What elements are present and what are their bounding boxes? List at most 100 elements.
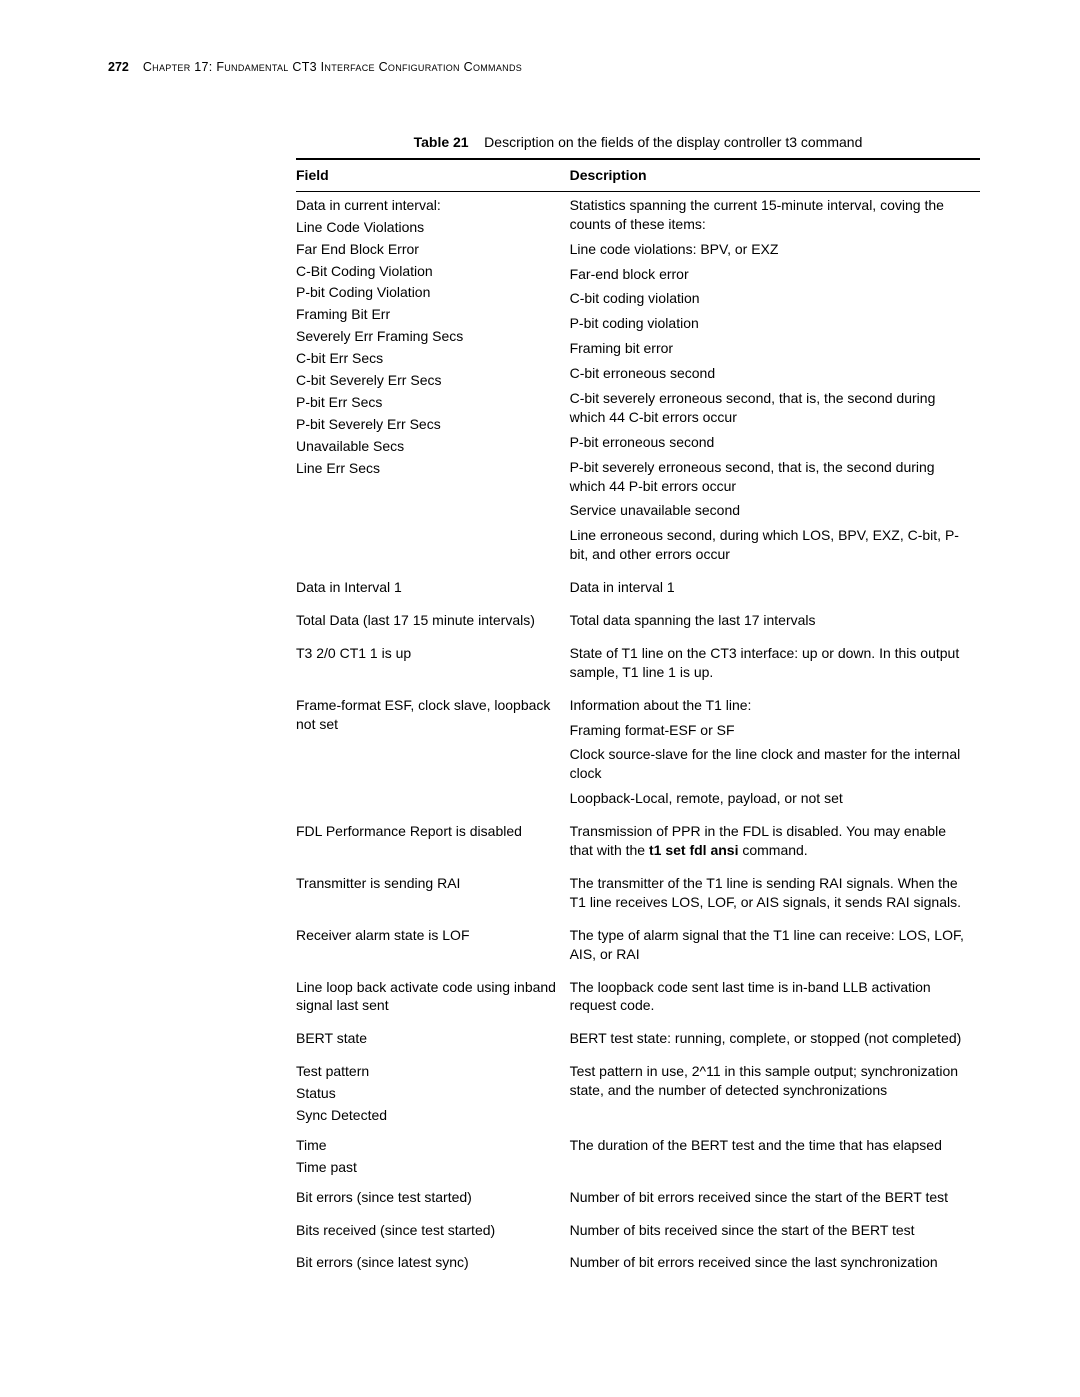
table-row: Data in current interval: Line Code Viola… (296, 191, 980, 574)
description-line: C-bit erroneous second (570, 364, 970, 383)
cell-description: BERT test state: running, complete, or s… (570, 1025, 980, 1058)
description-line: Line erroneous second, during which LOS,… (570, 526, 970, 564)
description-line: State of T1 line on the CT3 interface: u… (570, 644, 970, 682)
cell-field: Data in current interval: Line Code Viola… (296, 191, 570, 574)
cell-description: The loopback code sent last time is in-b… (570, 974, 980, 1026)
description-line: C-bit coding violation (570, 289, 970, 308)
cell-field: Frame-format ESF, clock slave, loopback … (296, 692, 570, 818)
field-line: Far End Block Error (296, 240, 560, 259)
table-row: Bits received (since test started) Number… (296, 1217, 980, 1250)
cell-description: Test pattern in use, 2^11 in this sample… (570, 1058, 980, 1132)
field-line: Frame-format ESF, clock slave, loopback … (296, 696, 560, 734)
cell-field: Receiver alarm state is LOF (296, 922, 570, 974)
description-line: The type of alarm signal that the T1 lin… (570, 926, 970, 964)
description-line: Transmission of PPR in the FDL is disabl… (570, 822, 970, 860)
col-header-description: Description (570, 159, 980, 191)
field-line: C-Bit Coding Violation (296, 262, 560, 281)
cell-field: Bits received (since test started) (296, 1217, 570, 1250)
field-line: Test pattern (296, 1062, 560, 1081)
field-line: C-bit Severely Err Secs (296, 371, 560, 390)
table-row: Bit errors (since latest sync) Number of … (296, 1249, 980, 1282)
field-line: Status (296, 1084, 560, 1103)
description-line: Test pattern in use, 2^11 in this sample… (570, 1062, 970, 1100)
table-header-row: Field Description (296, 159, 980, 191)
cell-field: Total Data (last 17 15 minute intervals) (296, 607, 570, 640)
description-line: Framing format-ESF or SF (570, 721, 970, 740)
field-line: Framing Bit Err (296, 305, 560, 324)
field-line: P-bit Severely Err Secs (296, 415, 560, 434)
cell-description: Total data spanning the last 17 interval… (570, 607, 980, 640)
field-line: Bits received (since test started) (296, 1221, 560, 1240)
field-line: Line Err Secs (296, 459, 560, 478)
description-line: Line code violations: BPV, or EXZ (570, 240, 970, 259)
cell-description: Data in interval 1 (570, 574, 980, 607)
field-line: P-bit Err Secs (296, 393, 560, 412)
field-line: Sync Detected (296, 1106, 560, 1125)
table-container: Table 21 Description on the fields of th… (296, 134, 980, 1282)
table-row: Receiver alarm state is LOF The type of a… (296, 922, 980, 974)
cell-field: FDL Performance Report is disabled (296, 818, 570, 870)
table-row: Line loop back activate code using inban… (296, 974, 980, 1026)
cell-field: Line loop back activate code using inban… (296, 974, 570, 1026)
field-line: Unavailable Secs (296, 437, 560, 456)
field-line: Data in current interval: (296, 196, 560, 215)
page-header: 272 Chapter 17: Fundamental CT3 Interfac… (108, 60, 980, 74)
cell-field: Bit errors (since latest sync) (296, 1249, 570, 1282)
field-line: Time past (296, 1158, 560, 1177)
description-line: Total data spanning the last 17 interval… (570, 611, 970, 630)
field-line: Bit errors (since latest sync) (296, 1253, 560, 1272)
description-line: Framing bit error (570, 339, 970, 358)
cell-field: TimeTime past (296, 1132, 570, 1184)
table-row: Total Data (last 17 15 minute intervals)… (296, 607, 980, 640)
table-row: Bit errors (since test started) Number of… (296, 1184, 980, 1217)
description-line: Far-end block error (570, 265, 970, 284)
description-line: The transmitter of the T1 line is sendin… (570, 874, 970, 912)
field-line: FDL Performance Report is disabled (296, 822, 560, 841)
description-line: Loopback-Local, remote, payload, or not … (570, 789, 970, 808)
description-line: The loopback code sent last time is in-b… (570, 978, 970, 1016)
table-body: Data in current interval: Line Code Viola… (296, 191, 980, 1282)
cell-description: Transmission of PPR in the FDL is disabl… (570, 818, 980, 870)
cell-description: The duration of the BERT test and the ti… (570, 1132, 980, 1184)
field-line: T3 2/0 CT1 1 is up (296, 644, 560, 663)
page-container: 272 Chapter 17: Fundamental CT3 Interfac… (0, 0, 1080, 1342)
field-line: Total Data (last 17 15 minute intervals) (296, 611, 560, 630)
field-line: Line loop back activate code using inban… (296, 978, 560, 1016)
table-row: Data in Interval 1 Data in interval 1 (296, 574, 980, 607)
table-row: Transmitter is sending RAI The transmitte… (296, 870, 980, 922)
data-table: Field Description Data in current interv… (296, 158, 980, 1282)
table-row: Frame-format ESF, clock slave, loopback … (296, 692, 980, 818)
field-line: C-bit Err Secs (296, 349, 560, 368)
table-row: BERT state BERT test state: running, comp… (296, 1025, 980, 1058)
description-line: Information about the T1 line: (570, 696, 970, 715)
cell-field: Data in Interval 1 (296, 574, 570, 607)
table-row: Test pattern Status Sync Detected Test patt… (296, 1058, 980, 1132)
table-row: FDL Performance Report is disabled Transm… (296, 818, 980, 870)
table-caption: Table 21 Description on the fields of th… (296, 134, 980, 150)
description-line: Clock source-slave for the line clock an… (570, 745, 970, 783)
field-line: Bit errors (since test started) (296, 1188, 560, 1207)
field-line: Receiver alarm state is LOF (296, 926, 560, 945)
description-line: Number of bits received since the start … (570, 1221, 970, 1240)
cell-description: Number of bits received since the start … (570, 1217, 980, 1250)
field-line: Data in Interval 1 (296, 578, 560, 597)
description-line: P-bit severely erroneous second, that is… (570, 458, 970, 496)
table-caption-text: Description on the fields of the display… (484, 134, 862, 150)
description-line: BERT test state: running, complete, or s… (570, 1029, 970, 1048)
chapter-title: Chapter 17: Fundamental CT3 Interface Co… (143, 60, 522, 74)
cell-field: BERT state (296, 1025, 570, 1058)
field-line: Line Code Violations (296, 218, 560, 237)
description-line: Data in interval 1 (570, 578, 970, 597)
page-number: 272 (108, 60, 129, 74)
description-line: Statistics spanning the current 15-minut… (570, 196, 970, 234)
field-line: BERT state (296, 1029, 560, 1048)
table-row: T3 2/0 CT1 1 is up State of T1 line on th… (296, 640, 980, 692)
cell-description: State of T1 line on the CT3 interface: u… (570, 640, 980, 692)
description-line: Number of bit errors received since the … (570, 1253, 970, 1272)
cell-description: Information about the T1 line: Framing fo… (570, 692, 980, 818)
table-caption-number: Table 21 (414, 134, 469, 150)
description-line: Number of bit errors received since the … (570, 1188, 970, 1207)
field-line: Transmitter is sending RAI (296, 874, 560, 893)
cell-description: Statistics spanning the current 15-minut… (570, 191, 980, 574)
description-line: Service unavailable second (570, 501, 970, 520)
